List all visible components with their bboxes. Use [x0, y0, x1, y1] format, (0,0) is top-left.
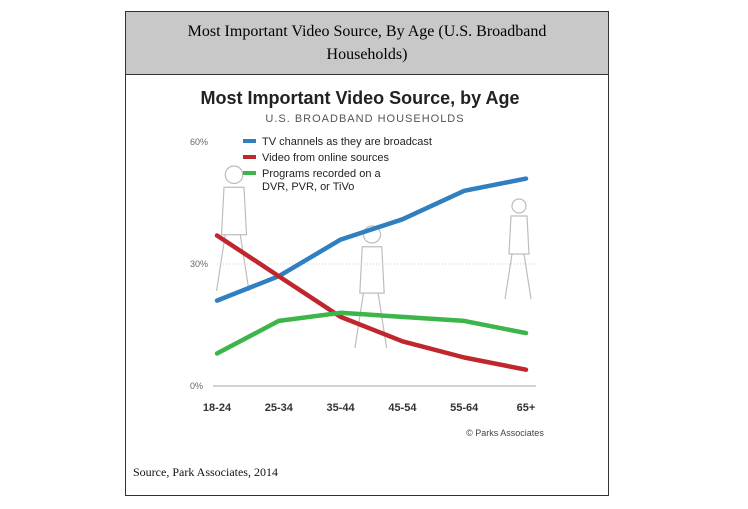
y-axis-ticks: 0% 30% 60%	[190, 137, 208, 391]
legend-label: TV channels as they are broadcast	[262, 136, 432, 148]
grid-lines	[213, 263, 536, 387]
chart-credit: © Parks Associates	[466, 428, 544, 438]
y-tick-label: 30%	[190, 259, 208, 269]
people-silhouettes	[215, 165, 532, 349]
legend-item-2: Programs recorded on a DVR, PVR, or TiVo	[243, 168, 381, 193]
series-line-1	[214, 233, 529, 372]
x-tick-label: 35-44	[327, 402, 356, 414]
series-line-0	[214, 176, 529, 303]
x-tick-label: 45-54	[388, 402, 417, 414]
chart-subtitle: U.S. BROADBAND HOUSEHOLDS	[265, 113, 464, 125]
elderly-cane-silhouette	[504, 198, 532, 300]
x-tick-label: 65+	[517, 402, 536, 414]
figure-caption: Most Important Video Source, By Age (U.S…	[126, 12, 608, 75]
legend: TV channels as they are broadcast Video f…	[243, 136, 432, 193]
series-lines	[214, 176, 529, 372]
x-axis-ticks: 18-24 25-34 35-44 45-54 55-64 65+	[203, 402, 535, 414]
chart-title: Most Important Video Source, by Age	[200, 88, 519, 108]
legend-item-0: TV channels as they are broadcast	[243, 136, 432, 148]
series-line-2	[214, 310, 529, 356]
x-tick-label: 55-64	[450, 402, 479, 414]
x-tick-label: 18-24	[203, 402, 232, 414]
legend-item-1: Video from online sources	[243, 152, 389, 164]
source-note: Source, Park Associates, 2014	[133, 465, 278, 479]
legend-label: Video from online sources	[262, 152, 389, 164]
legend-label: Programs recorded on a DVR, PVR, or TiVo	[262, 168, 381, 193]
y-tick-label: 60%	[190, 137, 208, 147]
young-walker-silhouette	[215, 165, 250, 292]
y-tick-label: 0%	[190, 381, 203, 391]
x-tick-label: 25-34	[265, 402, 294, 414]
